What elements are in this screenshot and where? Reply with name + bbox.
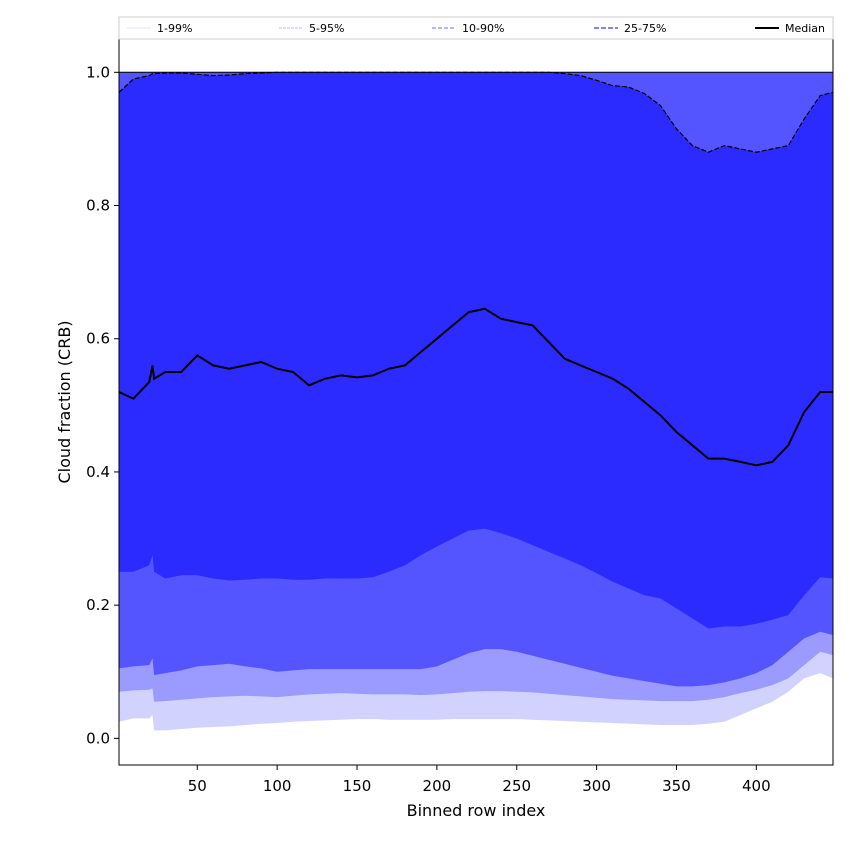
x-tick-label: 200 [423,777,452,795]
y-tick-label: 0.2 [86,596,110,614]
legend-label: 1-99% [157,22,192,35]
y-tick-label: 0.0 [86,729,110,747]
x-tick-label: 150 [343,777,372,795]
x-tick-label: 350 [662,777,691,795]
legend-box [118,16,834,40]
x-tick-label: 400 [742,777,771,795]
y-tick-label: 0.6 [86,330,110,348]
legend-label: Median [785,22,825,35]
legend: 1-99% 5-95% 10-90% 25-75% Median [118,16,834,40]
percentile-bands [119,72,833,731]
x-tick-label: 100 [263,777,292,795]
legend-label: 25-75% [624,22,666,35]
y-tick-label: 0.8 [86,197,110,215]
x-tick-label: 250 [502,777,531,795]
x-axis-label: Binned row index [407,801,546,820]
y-axis-label: Cloud fraction (CRB) [55,320,74,483]
legend-label: 10-90% [462,22,504,35]
x-tick-label: 300 [582,777,611,795]
band-25-75 [119,72,833,629]
legend-label: 5-95% [309,22,344,35]
y-tick-label: 1.0 [86,63,110,81]
y-axis-ticks: 0.0 0.2 0.4 0.6 0.8 1.0 [86,63,119,747]
x-tick-label: 50 [188,777,207,795]
percentile-lines [119,71,833,467]
y-tick-label: 0.4 [86,463,110,481]
x-axis-ticks: 50 100 150 200 250 300 350 400 [188,765,771,795]
line-75-percent [119,71,833,153]
legend-items: 1-99% 5-95% 10-90% 25-75% Median [127,22,825,35]
median-line [119,307,833,467]
